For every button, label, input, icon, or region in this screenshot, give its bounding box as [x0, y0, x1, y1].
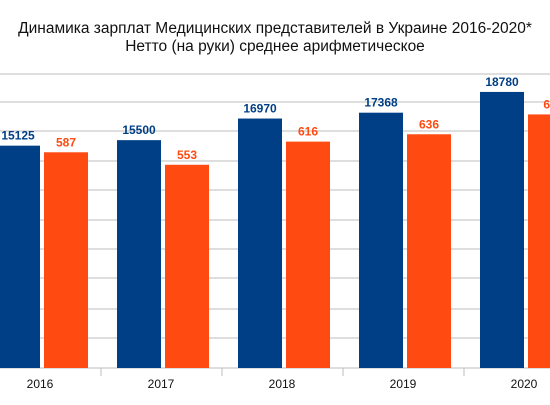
bar-blue: [359, 112, 403, 368]
x-axis-label: 2019: [390, 377, 417, 391]
bar-orange: [44, 152, 88, 368]
data-labels: 15125 587 15500 553 16970 616 17368 636 18780 69: [1, 75, 550, 162]
data-label-orange: 587: [56, 135, 76, 149]
x-axis-label: 2017: [148, 377, 175, 391]
data-label-orange: 616: [298, 125, 318, 139]
bar-orange: [407, 134, 451, 368]
bars: [0, 91, 550, 369]
bar-orange: [165, 164, 209, 368]
bar-blue: [238, 118, 282, 368]
bar-blue: [117, 140, 161, 368]
x-axis-label: 2018: [269, 377, 296, 391]
data-label-blue: 16970: [243, 102, 277, 116]
bar-orange: [528, 114, 550, 368]
data-label-blue: 17368: [364, 96, 398, 110]
data-label-blue: 15500: [122, 123, 156, 137]
data-label-orange: 553: [177, 148, 197, 162]
bar-blue: [0, 145, 40, 368]
bar-blue: [480, 91, 524, 369]
data-label-blue: 15125: [1, 129, 35, 143]
x-axis-label: 2020: [511, 377, 538, 391]
data-label-orange: 636: [419, 117, 439, 131]
data-label-blue: 18780: [485, 75, 519, 89]
bar-orange: [286, 141, 330, 368]
x-axis-label: 2016: [27, 377, 54, 391]
x-axis: 2016 2017 2018 2019 2020: [27, 368, 538, 391]
data-label-orange: 69: [543, 97, 550, 111]
chart-title-line-2: Нетто (на руки) среднее арифметическое: [125, 38, 425, 55]
chart-title-line-1: Динамика зарплат Медицинских представите…: [18, 20, 532, 37]
